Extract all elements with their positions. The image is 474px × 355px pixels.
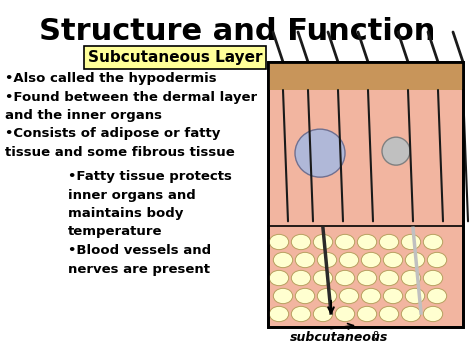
Ellipse shape xyxy=(428,288,447,304)
Text: Subcutaneous Layer: Subcutaneous Layer xyxy=(88,50,262,65)
Ellipse shape xyxy=(339,288,359,304)
Ellipse shape xyxy=(269,234,289,250)
Ellipse shape xyxy=(383,288,403,304)
Bar xyxy=(268,62,463,327)
Ellipse shape xyxy=(269,271,289,286)
Text: Structure and Function: Structure and Function xyxy=(39,17,435,46)
Ellipse shape xyxy=(401,234,421,250)
Ellipse shape xyxy=(405,288,425,304)
Ellipse shape xyxy=(423,271,443,286)
Ellipse shape xyxy=(361,252,381,268)
Ellipse shape xyxy=(273,288,292,304)
Ellipse shape xyxy=(273,252,292,268)
Ellipse shape xyxy=(335,306,355,322)
Ellipse shape xyxy=(357,234,377,250)
Ellipse shape xyxy=(382,137,410,165)
Ellipse shape xyxy=(313,271,333,286)
Ellipse shape xyxy=(292,306,310,322)
Text: subcutaneous: subcutaneous xyxy=(290,331,388,344)
Ellipse shape xyxy=(379,306,399,322)
Ellipse shape xyxy=(423,306,443,322)
Ellipse shape xyxy=(428,252,447,268)
Ellipse shape xyxy=(317,252,337,268)
Ellipse shape xyxy=(405,252,425,268)
Bar xyxy=(268,62,463,327)
Text: •Also called the hypodermis
•Found between the dermal layer
and the inner organs: •Also called the hypodermis •Found betwe… xyxy=(5,72,257,159)
Ellipse shape xyxy=(423,234,443,250)
Ellipse shape xyxy=(313,306,333,322)
Ellipse shape xyxy=(401,271,421,286)
Ellipse shape xyxy=(357,306,377,322)
Ellipse shape xyxy=(292,234,310,250)
Ellipse shape xyxy=(295,252,315,268)
Ellipse shape xyxy=(339,252,359,268)
Ellipse shape xyxy=(383,252,403,268)
Ellipse shape xyxy=(317,288,337,304)
Ellipse shape xyxy=(335,271,355,286)
Ellipse shape xyxy=(269,306,289,322)
Ellipse shape xyxy=(313,234,333,250)
Ellipse shape xyxy=(295,288,315,304)
Text: •Fatty tissue protects
inner organs and
maintains body
temperature
•Blood vessel: •Fatty tissue protects inner organs and … xyxy=(68,170,232,275)
Ellipse shape xyxy=(379,234,399,250)
Bar xyxy=(268,62,463,90)
Text: 8: 8 xyxy=(372,331,378,341)
Ellipse shape xyxy=(379,271,399,286)
Ellipse shape xyxy=(295,129,345,177)
Ellipse shape xyxy=(401,306,421,322)
Ellipse shape xyxy=(292,271,310,286)
Ellipse shape xyxy=(361,288,381,304)
Ellipse shape xyxy=(357,271,377,286)
Ellipse shape xyxy=(335,234,355,250)
